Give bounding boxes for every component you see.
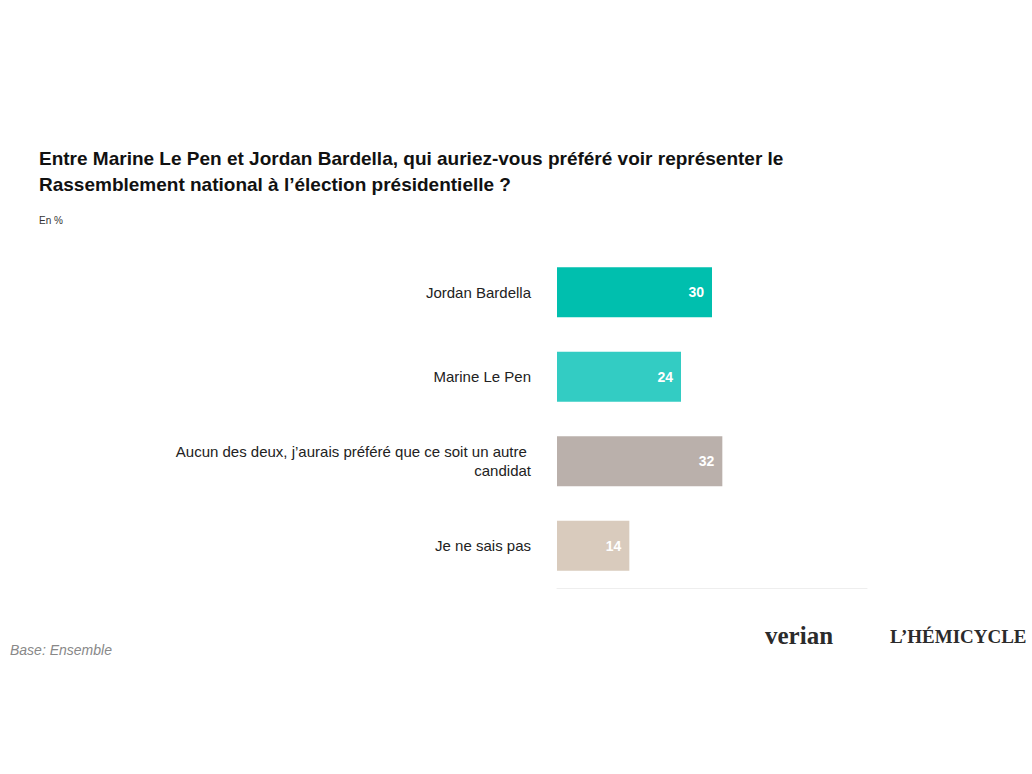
svg-text:32: 32 — [699, 453, 715, 469]
svg-text:Aucun des deux, j’aurais préfé: Aucun des deux, j’aurais préféré que ce … — [176, 443, 531, 460]
svg-text:14: 14 — [606, 538, 622, 554]
svg-text:24: 24 — [657, 369, 673, 385]
svg-text:Je ne sais pas: Je ne sais pas — [435, 537, 531, 554]
svg-text:Marine Le Pen: Marine Le Pen — [433, 368, 531, 385]
svg-text:candidat: candidat — [474, 462, 532, 479]
svg-text:Base: Ensemble: Base: Ensemble — [10, 642, 112, 658]
svg-text:Entre Marine Le Pen et Jordan: Entre Marine Le Pen et Jordan Bardella, … — [39, 148, 789, 169]
svg-text:Jordan Bardella: Jordan Bardella — [426, 284, 532, 301]
svg-text:verian: verian — [765, 622, 833, 649]
svg-text:30: 30 — [688, 284, 704, 300]
svg-text:Rassemblement national à l’éle: Rassemblement national à l’élection prés… — [39, 174, 511, 195]
svg-text:En %: En % — [39, 215, 63, 226]
svg-text:L’HÉMICYCLE: L’HÉMICYCLE — [890, 626, 1027, 647]
